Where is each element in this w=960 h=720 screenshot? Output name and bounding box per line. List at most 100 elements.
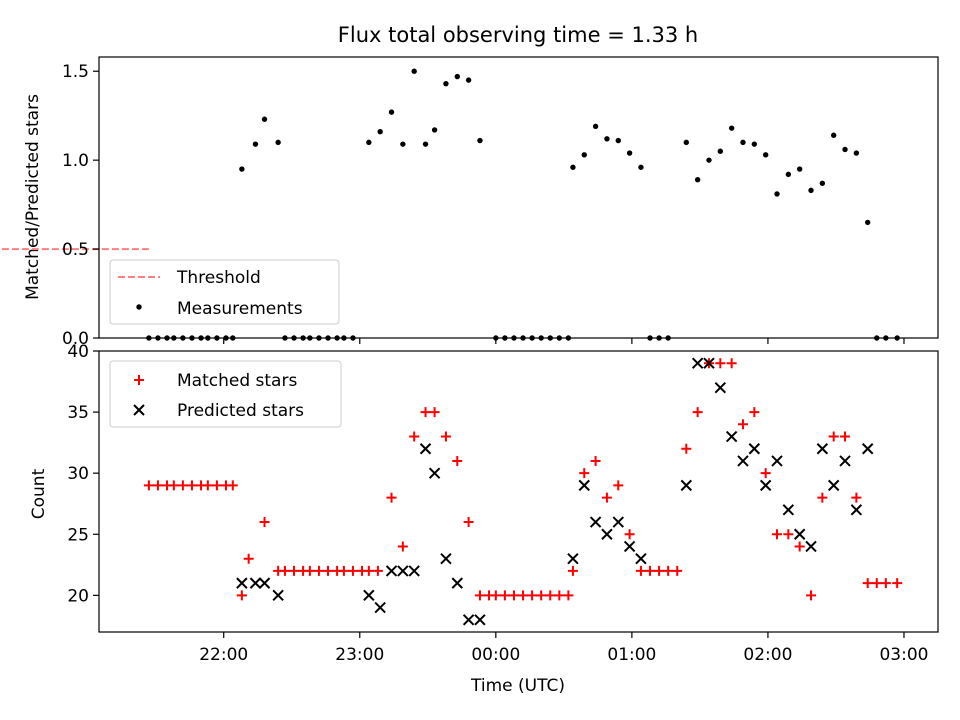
predicted-star-point <box>703 357 715 369</box>
measurement-point <box>388 109 395 115</box>
matched-star-point <box>168 480 179 491</box>
measurement-point <box>477 137 483 144</box>
predicted-star-point <box>748 443 761 455</box>
measurement-point <box>774 191 780 197</box>
matched-star-point <box>236 590 247 601</box>
measurement-point <box>728 125 735 131</box>
matched-star-point <box>862 578 873 589</box>
matched-star-point <box>726 358 737 369</box>
matched-star-point <box>429 407 440 418</box>
matched-star-point <box>579 468 590 479</box>
matched-star-point <box>211 480 222 491</box>
matched-star-point <box>840 431 851 442</box>
plot-area: 0.0 0.5 1.0 1.5 20 25 30 35 40 22:00 23:00 00:00 01:… <box>0 56 939 665</box>
predicted-star-point <box>691 357 704 369</box>
bottom-y-axis-label: Count <box>29 468 49 519</box>
matched-star-point <box>409 431 420 442</box>
top-y-tick-label: 1.0 <box>62 151 89 171</box>
legend-matched-swatch <box>134 375 144 385</box>
matched-star-point <box>289 565 300 576</box>
bottom-legend: Matched stars Predicted stars <box>109 360 342 428</box>
legend-predicted-label: Predicted stars <box>177 401 304 421</box>
measurement-point <box>751 141 758 147</box>
predicted-star-point <box>374 601 386 614</box>
measurement-point <box>706 157 712 163</box>
matched-star-point <box>772 529 783 540</box>
matched-star-point <box>715 358 726 369</box>
predicted-star-point <box>272 589 284 602</box>
matched-star-point <box>567 565 578 576</box>
matched-star-point <box>783 529 794 540</box>
predicted-star-point <box>680 479 693 492</box>
measurement-point <box>615 137 621 144</box>
bottom-y-tick-label: 25 <box>67 525 89 545</box>
top-legend: Threshold Measurements <box>109 259 340 325</box>
matched-star-point <box>363 565 374 576</box>
measurement-point <box>431 127 438 133</box>
predicted-star-point <box>635 552 647 565</box>
matched-star-point <box>624 529 635 540</box>
matched-star-point <box>490 590 501 601</box>
predicted-star-point <box>428 467 441 479</box>
matched-star-point <box>613 480 624 491</box>
matched-star-point <box>536 590 547 601</box>
predicted-star-point <box>578 479 590 492</box>
measurement-point <box>604 136 610 142</box>
matched-star-point <box>635 565 646 576</box>
matched-star-point <box>563 590 574 601</box>
measurement-point <box>740 139 746 146</box>
matched-star-point <box>440 431 451 442</box>
legend-measurement-label: Measurements <box>177 299 303 319</box>
matched-star-point <box>654 565 665 576</box>
measurement-point <box>819 180 826 186</box>
predicted-star-point <box>793 528 806 540</box>
matched-star-point <box>892 578 903 589</box>
x-tick-label: 03:00 <box>879 645 928 665</box>
matched-star-point <box>590 455 601 466</box>
x-tick-label: 00:00 <box>471 645 520 665</box>
measurement-point <box>443 80 449 87</box>
matched-star-point <box>202 480 213 491</box>
matched-star-point <box>817 492 828 503</box>
predicted-star-point <box>714 381 727 394</box>
matched-star-point <box>474 590 485 601</box>
matched-star-point <box>681 443 692 454</box>
matched-star-point <box>152 480 163 491</box>
bottom-y-tick-label: 35 <box>67 403 89 423</box>
top-legend-box <box>109 259 340 325</box>
x-tick-label: 23:00 <box>335 645 384 665</box>
predicted-star-point <box>236 577 248 589</box>
bottom-y-tick-label: 40 <box>67 342 89 362</box>
measurement-point <box>865 219 871 226</box>
predicted-star-point <box>363 589 375 602</box>
matched-star-point <box>143 480 154 491</box>
predicted-star-point <box>816 443 829 455</box>
matched-star-point <box>177 480 188 491</box>
matched-star-point <box>338 565 349 576</box>
matched-star-point <box>760 468 771 479</box>
predicted-star-point <box>462 614 475 626</box>
measurement-point <box>683 139 689 146</box>
legend-predicted-swatch <box>133 404 145 416</box>
predicted-star-point <box>612 516 624 528</box>
matched-star-point <box>518 590 529 601</box>
measurement-point <box>638 164 644 170</box>
measurement-point <box>694 177 701 183</box>
measurement-point <box>581 152 587 158</box>
matched-star-point <box>545 590 556 601</box>
measurement-point <box>830 132 837 138</box>
measurement-point <box>717 148 724 154</box>
matched-star-point <box>397 541 408 552</box>
predicted-star-point <box>839 455 851 467</box>
predicted-star-point <box>827 479 840 492</box>
matched-star-point <box>420 407 431 418</box>
legend-threshold-label: Threshold <box>176 268 261 288</box>
measurement-point <box>366 139 372 146</box>
predicted-star-point <box>782 504 795 516</box>
predicted-star-point <box>385 565 398 577</box>
matched-star-point <box>554 590 565 601</box>
legend-measurement-swatch <box>136 304 142 310</box>
matched-star-point <box>794 541 805 552</box>
matched-star-point <box>313 565 324 576</box>
matched-star-point <box>663 565 674 576</box>
